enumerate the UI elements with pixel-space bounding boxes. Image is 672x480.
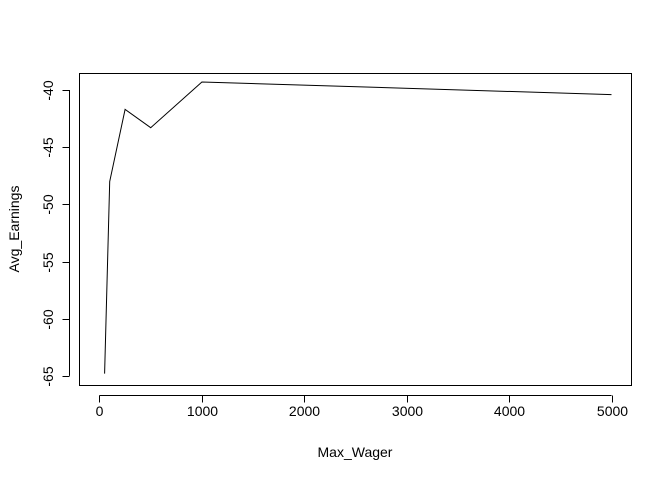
x-tick-label: 0: [96, 403, 104, 419]
y-tick-label: -55: [40, 252, 56, 272]
x-tick-label: 1000: [187, 403, 218, 419]
x-tick-label: 2000: [289, 403, 320, 419]
y-tick-label: -40: [40, 80, 56, 100]
x-tick-label: 4000: [494, 403, 525, 419]
y-tick-label: -45: [40, 137, 56, 157]
x-tick-label: 3000: [392, 403, 423, 419]
y-tick-label: -65: [40, 366, 56, 386]
y-axis: -65 -60 -55 -50 -45 -40: [40, 80, 70, 387]
x-tick-label: 5000: [597, 403, 628, 419]
y-tick-label: -60: [40, 309, 56, 329]
y-tick-label: -50: [40, 194, 56, 214]
x-axis: 0 1000 2000 3000 4000 5000: [96, 395, 628, 419]
plot-box: [79, 73, 632, 386]
series-line: [104, 81, 612, 374]
x-axis-title: Max_Wager: [318, 444, 393, 460]
y-axis-title: Avg_Earnings: [6, 186, 22, 273]
